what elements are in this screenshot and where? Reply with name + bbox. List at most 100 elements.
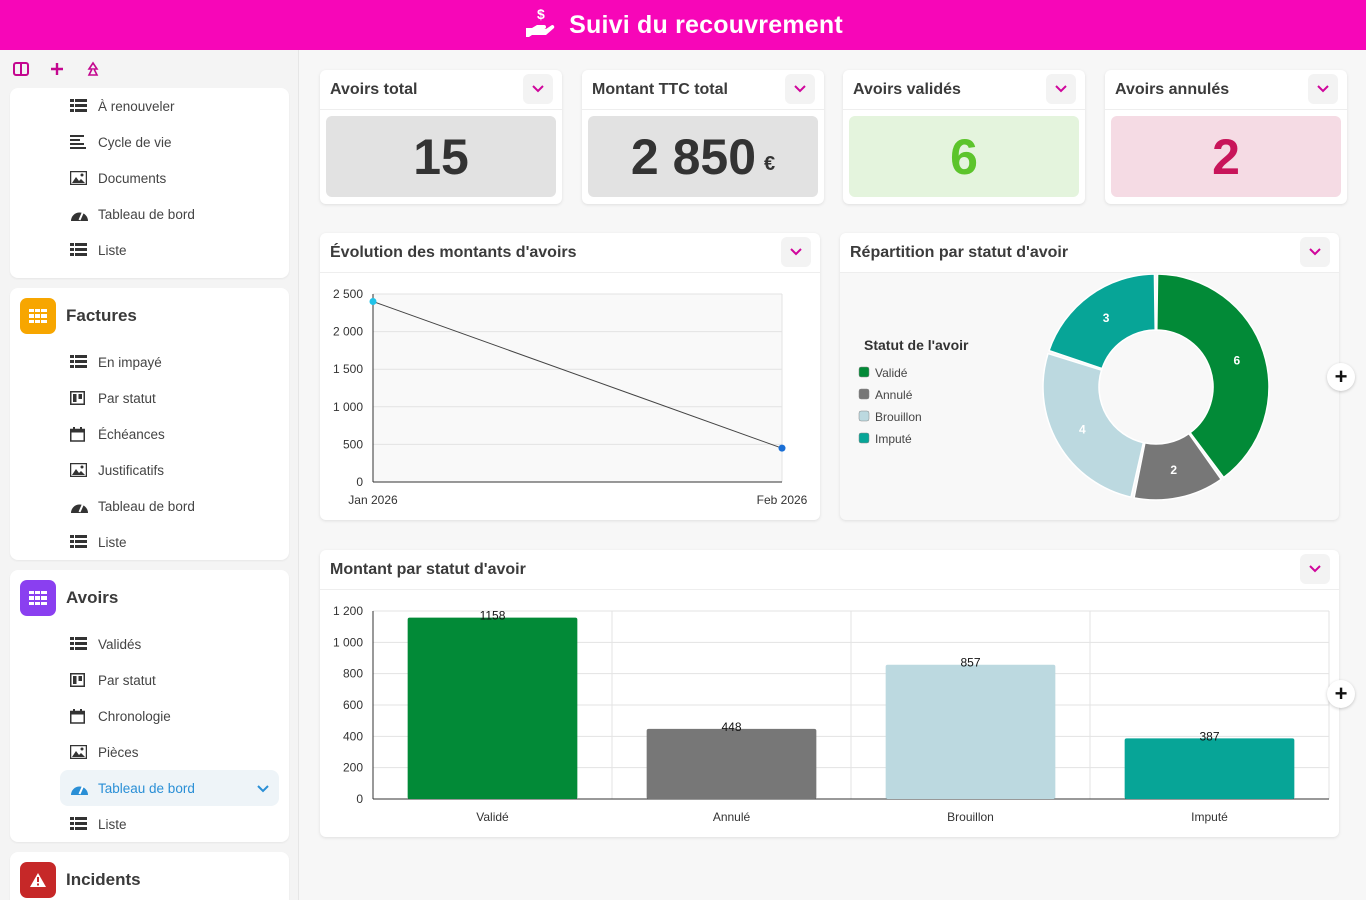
sidebar-item-label: En impayé bbox=[98, 354, 162, 370]
sidebar-item-pieces[interactable]: Pièces bbox=[10, 734, 289, 770]
sidebar-item-cycle-de-vie[interactable]: Cycle de vie bbox=[10, 124, 289, 160]
sidebar-item-label: À renouveler bbox=[98, 98, 175, 114]
svg-text:$: $ bbox=[537, 6, 545, 22]
bar bbox=[646, 728, 817, 799]
y-tick-label: 1 000 bbox=[333, 635, 363, 649]
legend-title: Statut de l'avoir bbox=[864, 337, 969, 353]
sidebar-item-echeances[interactable]: Échéances bbox=[10, 416, 289, 452]
y-tick-label: 500 bbox=[343, 437, 363, 451]
kpi-value-box: 2 850 € bbox=[588, 116, 818, 197]
chevron-down-icon[interactable] bbox=[781, 237, 811, 267]
warning-icon bbox=[20, 862, 56, 898]
sidebar-item-en-impaye[interactable]: En impayé bbox=[10, 344, 289, 380]
bar-chart-card: Montant par statut d'avoir 0 200 400 600 800… bbox=[320, 550, 1339, 837]
chevron-down-icon[interactable] bbox=[523, 74, 553, 104]
sidebar-item-tableau-de-bord-active[interactable]: Tableau de bord bbox=[60, 770, 279, 806]
sidebar-item-label: Par statut bbox=[98, 390, 156, 406]
group-header-avoirs[interactable]: Avoirs bbox=[10, 570, 289, 626]
group-header-incidents[interactable]: Incidents bbox=[10, 852, 289, 900]
group-header-factures[interactable]: Factures bbox=[10, 288, 289, 344]
sidebar-item-label: Pièces bbox=[98, 744, 139, 760]
plot-area bbox=[373, 294, 782, 482]
bar-value-label: 857 bbox=[960, 656, 980, 670]
sidebar-item-liste[interactable]: Liste bbox=[10, 232, 289, 268]
sidebar-item-label: Échéances bbox=[98, 426, 165, 442]
kpi-card-avoirs-valides: Avoirs validés 6 bbox=[843, 70, 1085, 204]
y-tick-label: 0 bbox=[356, 792, 363, 806]
y-tick-label: 200 bbox=[343, 761, 363, 775]
sidebar-item-tableau-de-bord[interactable]: Tableau de bord bbox=[10, 196, 289, 232]
kpi-value-box: 6 bbox=[849, 116, 1079, 197]
sidebar-item-par-statut[interactable]: Par statut bbox=[10, 380, 289, 416]
y-tick-label: 1 500 bbox=[333, 362, 363, 376]
y-tick-label: 0 bbox=[356, 475, 363, 489]
sidebar-item-par-statut[interactable]: Par statut bbox=[10, 662, 289, 698]
x-tick-label: Imputé bbox=[1191, 810, 1228, 824]
chevron-down-icon[interactable] bbox=[1300, 554, 1330, 584]
legend-label: Imputé bbox=[875, 432, 912, 446]
y-tick-label: 400 bbox=[343, 729, 363, 743]
sidebar-group-incidents: Incidents bbox=[10, 852, 289, 900]
sidebar: À renouveler Cycle de vie Documents Tabl… bbox=[0, 50, 299, 900]
chevron-down-icon[interactable] bbox=[257, 781, 269, 796]
list-icon bbox=[70, 817, 90, 831]
group-title: Avoirs bbox=[66, 588, 119, 607]
sidebar-item-label: Liste bbox=[98, 534, 127, 550]
sidebar-item-liste[interactable]: Liste bbox=[10, 524, 289, 560]
y-tick-label: 1 000 bbox=[333, 400, 363, 414]
chevron-down-icon[interactable] bbox=[785, 74, 815, 104]
data-point bbox=[778, 444, 786, 452]
slice-label: 3 bbox=[1103, 311, 1110, 325]
sidebar-item-label: Cycle de vie bbox=[98, 134, 172, 150]
sidebar-item-valides[interactable]: Validés bbox=[10, 626, 289, 662]
kpi-value: 2 bbox=[1212, 128, 1240, 185]
bar-value-label: 387 bbox=[1199, 729, 1219, 743]
chevron-down-icon[interactable] bbox=[1300, 237, 1330, 267]
card-title: Évolution des montants d'avoirs bbox=[330, 243, 577, 261]
series-line bbox=[372, 301, 783, 449]
image-icon bbox=[70, 463, 90, 477]
table-icon bbox=[20, 580, 56, 616]
x-tick-label: Brouillon bbox=[947, 810, 994, 824]
donut-slice bbox=[1048, 274, 1156, 370]
kpi-title: Avoirs validés bbox=[853, 80, 961, 98]
refresh-icon[interactable] bbox=[82, 58, 104, 80]
sidebar-item-justificatifs[interactable]: Justificatifs bbox=[10, 452, 289, 488]
add-widget-button[interactable]: + bbox=[1327, 363, 1355, 391]
sidebar-item-label: Tableau de bord bbox=[98, 498, 195, 514]
line-chart: 0 500 1 000 1 500 2 000 2 500 Jan 2026 Feb 2026 bbox=[333, 287, 808, 507]
x-tick-label: Validé bbox=[476, 810, 509, 824]
dashboard-icon bbox=[70, 781, 90, 796]
sidebar-item-liste[interactable]: Liste bbox=[10, 806, 289, 842]
sidebar-item-label: Documents bbox=[98, 170, 167, 186]
list-icon bbox=[70, 535, 90, 549]
list-icon bbox=[70, 243, 90, 257]
chevron-down-icon[interactable] bbox=[1308, 74, 1338, 104]
page-title: Suivi du recouvrement bbox=[569, 10, 843, 39]
legend-swatch bbox=[858, 388, 870, 400]
list-icon bbox=[70, 99, 90, 113]
layout-toggle-icon[interactable] bbox=[10, 58, 32, 80]
sidebar-item-chronologie[interactable]: Chronologie bbox=[10, 698, 289, 734]
sidebar-item-a-renouveler[interactable]: À renouveler bbox=[10, 88, 289, 124]
add-icon[interactable] bbox=[46, 58, 68, 80]
kpi-value-box: 2 bbox=[1111, 116, 1341, 197]
sidebar-item-label: Tableau de bord bbox=[98, 780, 195, 796]
card-title: Montant par statut d'avoir bbox=[330, 560, 526, 578]
chevron-down-icon[interactable] bbox=[1046, 74, 1076, 104]
add-widget-button[interactable]: + bbox=[1327, 680, 1355, 708]
legend-swatch bbox=[858, 366, 870, 378]
legend-swatch bbox=[858, 410, 870, 422]
kpi-unit: € bbox=[764, 153, 776, 175]
kpi-value: 15 bbox=[413, 128, 469, 185]
sidebar-item-label: Validés bbox=[98, 636, 142, 652]
card-title: Répartition par statut d'avoir bbox=[850, 243, 1069, 261]
sidebar-item-documents[interactable]: Documents bbox=[10, 160, 289, 196]
sidebar-item-label: Liste bbox=[98, 816, 127, 832]
bar-value-label: 1158 bbox=[480, 609, 506, 623]
hand-money-icon: $ bbox=[523, 6, 557, 45]
sidebar-item-tableau-de-bord[interactable]: Tableau de bord bbox=[10, 488, 289, 524]
y-tick-label: 600 bbox=[343, 698, 363, 712]
donut-slice bbox=[1133, 432, 1223, 501]
sidebar-item-label: Justificatifs bbox=[98, 462, 165, 478]
